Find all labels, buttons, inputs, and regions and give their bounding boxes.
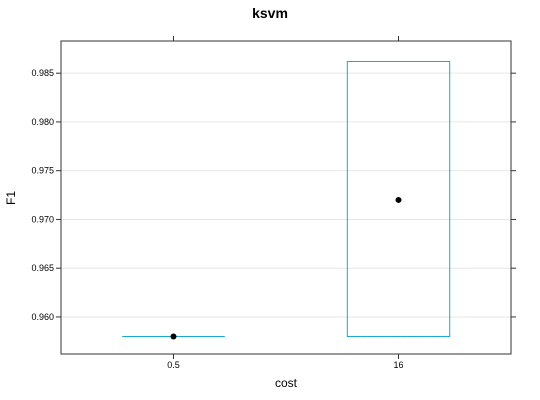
x-axis-title: cost xyxy=(275,376,298,390)
y-tick-label: 0.980 xyxy=(31,117,54,127)
median-dot-16 xyxy=(395,196,402,203)
y-tick-label: 0.970 xyxy=(31,214,54,224)
plot-frame xyxy=(60,40,512,355)
x-tick-label: 16 xyxy=(393,360,403,370)
boxes-layer xyxy=(122,60,451,340)
y-tick-label: 0.965 xyxy=(31,263,54,273)
y-tick-label: 0.960 xyxy=(31,312,54,322)
y-tick-label: 0.985 xyxy=(31,68,54,78)
chart-title: ksvm xyxy=(252,5,288,21)
x-tick-label: 0.5 xyxy=(167,360,180,370)
ticks-layer: 0.960 0.965 0.970 0.975 0.980 0.985 0.5 16 xyxy=(31,36,516,370)
grid-layer xyxy=(61,72,511,318)
median-dot-0.5 xyxy=(170,333,177,340)
y-tick-label: 0.975 xyxy=(31,166,54,176)
y-axis-title: F1 xyxy=(4,191,18,205)
